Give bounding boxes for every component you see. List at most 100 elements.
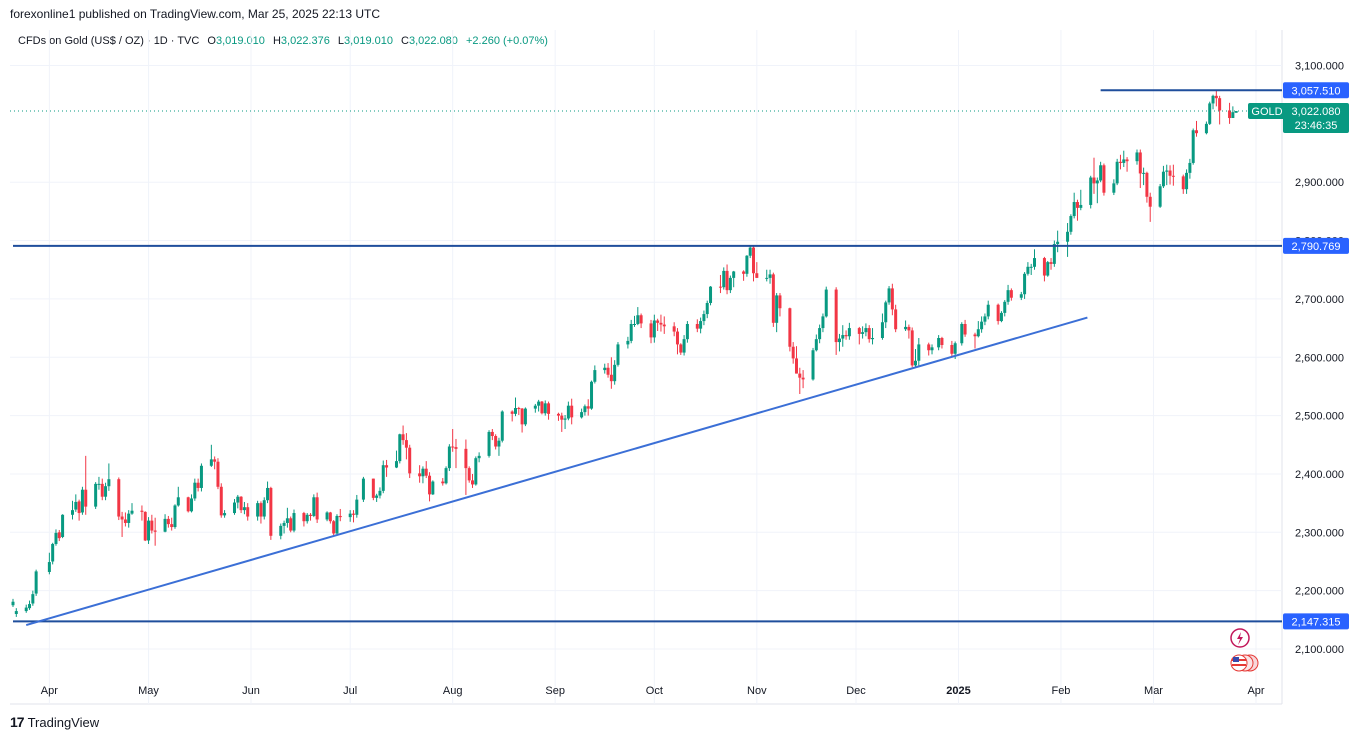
candle-body bbox=[917, 344, 921, 361]
candle-body bbox=[695, 323, 699, 329]
flag-canton bbox=[1233, 657, 1239, 662]
candle-body bbox=[718, 286, 722, 288]
candle-body bbox=[31, 594, 35, 604]
candle-body bbox=[1118, 161, 1122, 163]
candle-body bbox=[11, 601, 15, 606]
candle-body bbox=[884, 302, 888, 323]
candle-body bbox=[517, 408, 521, 410]
candle-body bbox=[97, 483, 101, 485]
x-tick-label: Aug bbox=[443, 685, 463, 697]
candle-body bbox=[679, 344, 683, 353]
candle-body bbox=[656, 320, 660, 323]
candle-body bbox=[176, 497, 180, 506]
candle-body bbox=[431, 481, 435, 495]
candle-body bbox=[477, 455, 481, 459]
y-tick-label: 2,300.000 bbox=[1295, 527, 1344, 539]
tradingview-logo[interactable]: 17 TradingView bbox=[10, 714, 99, 730]
candle-body bbox=[742, 271, 746, 274]
candle-body bbox=[279, 525, 283, 536]
y-tick-label: 2,100.000 bbox=[1295, 644, 1344, 656]
candle-body bbox=[471, 480, 475, 485]
candle-body bbox=[312, 497, 316, 516]
x-tick-label: May bbox=[138, 685, 159, 697]
candle-body bbox=[533, 405, 537, 409]
candle-body bbox=[983, 316, 987, 322]
candle-body bbox=[609, 374, 613, 382]
candle-body bbox=[428, 475, 432, 495]
candle-body bbox=[143, 511, 147, 541]
candle-body bbox=[1165, 170, 1169, 172]
candle-body bbox=[1211, 95, 1215, 104]
candle-body bbox=[523, 408, 527, 425]
candle-body bbox=[616, 344, 620, 365]
trendline bbox=[25, 316, 1088, 627]
candle-body bbox=[24, 607, 28, 612]
candle-body bbox=[880, 322, 884, 338]
level-label: 2,790.769 bbox=[1292, 241, 1341, 253]
candle-body bbox=[603, 367, 607, 371]
candle-body bbox=[123, 519, 127, 523]
tradingview-brand: TradingView bbox=[27, 714, 100, 730]
candle-body bbox=[682, 339, 686, 353]
price-axis[interactable]: 3,100.0002,900.0002,800.0002,700.0002,60… bbox=[1295, 61, 1344, 657]
candle-body bbox=[54, 532, 58, 544]
candle-body bbox=[586, 406, 590, 409]
candle-body bbox=[130, 510, 134, 514]
candle-body bbox=[77, 501, 81, 514]
x-tick-label: Oct bbox=[646, 685, 663, 697]
candle-body bbox=[593, 370, 597, 382]
candle-body bbox=[1029, 266, 1033, 268]
candle-body bbox=[699, 321, 703, 329]
candle-body bbox=[950, 344, 954, 354]
candle-body bbox=[613, 364, 617, 382]
candle-body bbox=[170, 524, 174, 528]
candle-body bbox=[120, 516, 124, 520]
candle-body bbox=[100, 483, 104, 497]
candle-body bbox=[1069, 216, 1073, 232]
candle-body bbox=[332, 521, 336, 534]
candle-body bbox=[871, 337, 875, 340]
candle-body bbox=[127, 513, 131, 523]
candle-body bbox=[728, 277, 732, 291]
candle-body bbox=[639, 315, 643, 324]
candle-body bbox=[104, 486, 108, 497]
candle-body bbox=[537, 401, 541, 406]
candle-body bbox=[583, 406, 587, 413]
price-labels: 3,057.510 2,790.769 2,147.315 GOLD 3,022.080… bbox=[1248, 82, 1349, 630]
low-label: L bbox=[337, 35, 345, 47]
candle-body bbox=[963, 323, 967, 335]
candle-body bbox=[117, 479, 121, 517]
open-value: 3,019.010 bbox=[215, 35, 265, 47]
time-axis[interactable]: Apr May Jun Jul Aug Sep Oct Nov Dec 2025 Feb Mar Apr bbox=[41, 685, 1265, 697]
candle-body bbox=[748, 247, 752, 256]
candle-body bbox=[662, 324, 666, 327]
x-tick-label: 2025 bbox=[946, 685, 970, 697]
last-price-label-bg bbox=[1283, 102, 1349, 133]
lightning-icon bbox=[1237, 632, 1243, 645]
candle-body bbox=[824, 289, 828, 317]
x-tick-label: Feb bbox=[1051, 685, 1070, 697]
candle-body bbox=[818, 328, 822, 340]
candle-body bbox=[1092, 177, 1096, 184]
candle-body bbox=[814, 339, 818, 351]
candle-body bbox=[705, 302, 709, 315]
candle-body bbox=[401, 434, 405, 441]
candle-body bbox=[47, 562, 51, 572]
candle-body bbox=[309, 514, 313, 516]
candle-body bbox=[775, 295, 779, 323]
candle-body bbox=[633, 323, 636, 325]
candle-body bbox=[394, 461, 398, 468]
close-label: C bbox=[401, 35, 409, 47]
candle-body bbox=[685, 323, 689, 340]
candle-body bbox=[1049, 262, 1053, 264]
level-label-bg bbox=[1283, 237, 1349, 254]
level-label-bg bbox=[1283, 613, 1349, 630]
candle-body bbox=[223, 513, 227, 516]
candle-body bbox=[451, 446, 455, 448]
candle-body bbox=[1148, 196, 1152, 207]
y-tick-label: 2,500.000 bbox=[1295, 411, 1344, 423]
candle-body bbox=[973, 334, 977, 337]
candle-body bbox=[986, 304, 990, 317]
grid bbox=[10, 30, 1283, 705]
